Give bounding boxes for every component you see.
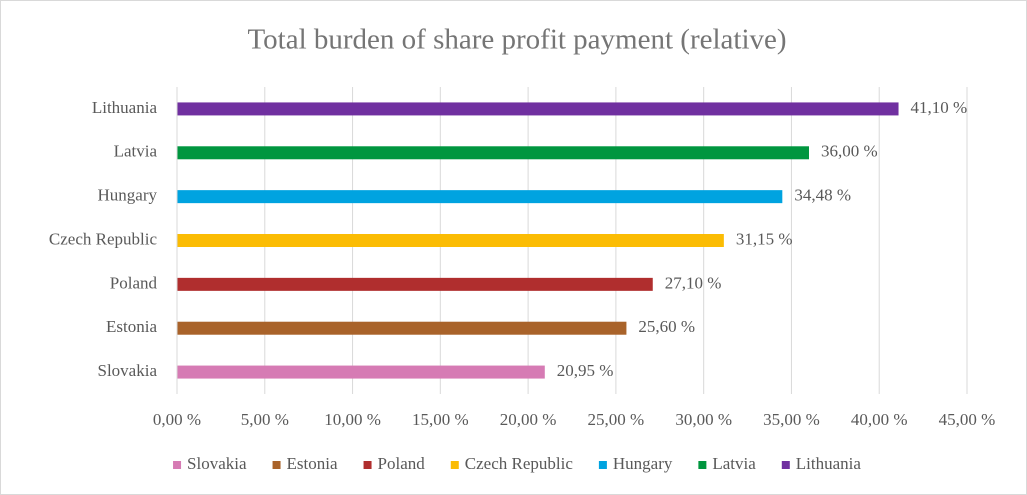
legend-marker (598, 461, 607, 469)
legend-label: Czech Republic (465, 454, 574, 473)
y-tick-label: Lithuania (92, 98, 158, 117)
data-label: 31,15 % (736, 229, 793, 248)
x-tick-label: 15,00 % (412, 410, 469, 429)
y-tick-label: Poland (110, 273, 158, 292)
bar (177, 102, 899, 116)
x-tick-label: 20,00 % (500, 410, 557, 429)
y-tick-label: Estonia (106, 317, 157, 336)
legend-label: Poland (378, 454, 426, 473)
x-tick-label: 45,00 % (939, 410, 996, 429)
legend-label: Lithuania (796, 454, 862, 473)
bar (177, 146, 809, 160)
legend-label: Estonia (287, 454, 338, 473)
x-tick-label: 25,00 % (588, 410, 645, 429)
legend-label: Hungary (613, 454, 673, 473)
y-tick-label: Slovakia (98, 361, 158, 380)
y-tick-label: Czech Republic (49, 229, 158, 248)
data-label: 41,10 % (911, 98, 968, 117)
bar (177, 321, 627, 335)
bar (177, 277, 653, 291)
x-tick-label: 40,00 % (851, 410, 908, 429)
legend-marker (450, 461, 459, 469)
bar (177, 234, 724, 247)
legend-label: Latvia (712, 454, 756, 473)
chart-title: Total burden of share profit payment (re… (247, 24, 786, 56)
data-label: 25,60 % (638, 317, 695, 336)
x-tick-label: 30,00 % (675, 410, 732, 429)
legend-label: Slovakia (187, 454, 247, 473)
x-tick-label: 5,00 % (241, 410, 289, 429)
bar (177, 365, 545, 379)
legend-marker (272, 461, 281, 469)
x-tick-label: 35,00 % (763, 410, 820, 429)
x-tick-label: 10,00 % (324, 410, 381, 429)
data-label: 27,10 % (665, 273, 722, 292)
legend-marker (173, 461, 182, 469)
y-tick-label: Latvia (114, 142, 158, 161)
y-tick-label: Hungary (98, 186, 158, 205)
x-tick-label: 0,00 % (153, 410, 201, 429)
data-label: 20,95 % (557, 361, 614, 380)
bar (177, 190, 783, 204)
legend-marker (698, 461, 707, 469)
legend-marker (781, 461, 790, 469)
data-label: 34,48 % (794, 186, 851, 205)
legend-marker (363, 461, 372, 469)
data-label: 36,00 % (821, 142, 878, 161)
